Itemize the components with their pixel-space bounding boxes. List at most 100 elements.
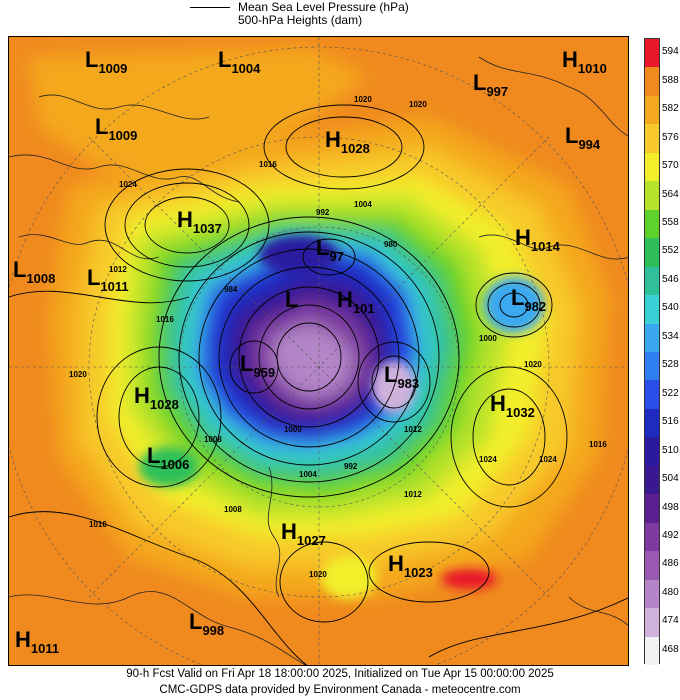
center-type: H: [325, 127, 341, 152]
colorbar-tick-label: 516: [662, 416, 679, 428]
pressure-center: L1011: [87, 265, 129, 294]
colorbar-tick-label: 546: [662, 273, 679, 285]
center-value: 1028: [149, 397, 179, 412]
colorbar-tick-label: 552: [662, 245, 679, 257]
colorbar-tick-label: 468: [662, 643, 679, 655]
colorbar-tick-label: 576: [662, 131, 679, 143]
pressure-center: L1009: [95, 114, 138, 143]
colorbar-segment: [645, 408, 659, 438]
center-value: 959: [253, 365, 276, 380]
center-type: L: [511, 285, 525, 310]
colorbar-tick-label: 486: [662, 558, 679, 570]
colorbar-segment: [645, 465, 659, 495]
center-value: 1011: [30, 641, 60, 656]
pressure-center: H1010: [562, 47, 607, 76]
pressure-center: H1037: [177, 207, 222, 236]
colorbar-segment: [645, 551, 659, 581]
pressure-center: H1028: [134, 383, 179, 412]
center-value: 97: [329, 249, 344, 264]
isobar-label: 1012: [404, 425, 422, 434]
center-type: L: [218, 47, 232, 72]
isobar-label: 1020: [354, 95, 372, 104]
isobar-label: 1024: [119, 180, 137, 189]
coastlines: [9, 56, 628, 665]
isobar-line-swatch: [190, 6, 230, 8]
center-value: 1006: [160, 457, 190, 472]
colorbar-tick-label: 582: [662, 103, 679, 115]
center-type: L: [85, 47, 99, 72]
colorbar-tick-label: 504: [662, 473, 679, 485]
colorbar-segment: [645, 238, 659, 268]
pressure-center: H1032: [490, 391, 535, 420]
pressure-center: H1014: [515, 225, 560, 254]
center-type: H: [490, 391, 506, 416]
center-type: H: [388, 551, 404, 576]
colorbar-segment: [645, 608, 659, 638]
center-value: 1027: [296, 533, 326, 548]
center-type: H: [134, 383, 150, 408]
center-type: H: [281, 519, 297, 544]
center-type: L: [13, 257, 27, 282]
weather-map: 1020 1016 1024 992 1004 980 1012 1016 98…: [8, 36, 629, 666]
isobar-label: 1000: [284, 425, 302, 434]
isobar-label: 992: [344, 462, 358, 471]
data-credit-text: CMC-GDPS data provided by Environment Ca…: [159, 684, 521, 696]
colorbar-segment: [645, 579, 659, 609]
isobar-label: 1016: [89, 520, 107, 529]
center-value: 983: [397, 376, 420, 391]
isobar-label: 1020: [69, 370, 87, 379]
isobar-label: 1020: [409, 100, 427, 109]
center-type: L: [95, 114, 109, 139]
center-type: L: [240, 351, 254, 376]
isobar-label: 1008: [204, 435, 222, 444]
pressure-center: H101: [337, 287, 375, 316]
colorbar-segment: [645, 437, 659, 467]
colorbar-segment: [645, 67, 659, 97]
isobar-label: 1004: [299, 470, 317, 479]
colorbar-segment: [645, 266, 659, 296]
colorbar-segment: [645, 209, 659, 239]
pressure-center: L: [285, 287, 298, 313]
legend-row-heights: 500-hPa Heights (dam): [190, 13, 362, 27]
pressure-center: L97: [316, 235, 344, 264]
pressure-center: H1023: [388, 551, 433, 580]
colorbar-tick-label: 594: [662, 46, 679, 58]
colorbar-tick-label: 558: [662, 216, 679, 228]
colorbar-tick-label: 534: [662, 330, 679, 342]
isobar-label: 1016: [156, 315, 174, 324]
isobar-label: 984: [224, 285, 238, 294]
legend-heights-label: 500-hPa Heights (dam): [238, 12, 363, 27]
center-value: 1009: [108, 128, 138, 143]
pressure-center: H1027: [281, 519, 326, 548]
colorbar-tick-label: 510: [662, 444, 679, 456]
colorbar-tick-label: 564: [662, 188, 679, 200]
colorbar-segment: [645, 323, 659, 353]
center-value: 1014: [530, 239, 560, 254]
center-value: 1028: [340, 141, 370, 156]
colorbar-tick-label: 474: [662, 615, 679, 627]
pressure-center: L959: [240, 351, 276, 380]
pressure-center: L982: [511, 285, 546, 314]
colorbar-tick-label: 498: [662, 501, 679, 513]
pressure-center: H1011: [15, 627, 60, 656]
colorbar-segment: [645, 295, 659, 325]
height-colorbar: [644, 38, 660, 666]
pressure-center: L994: [565, 123, 600, 152]
center-type: L: [189, 609, 203, 634]
isobar-label: 1004: [354, 200, 372, 209]
center-type: L: [565, 123, 579, 148]
isobar-label: 1016: [589, 440, 607, 449]
pressure-center: L1004: [218, 47, 261, 76]
center-value: 1032: [505, 405, 535, 420]
colorbar-segment: [645, 124, 659, 154]
map-canvas: 1020 1016 1024 992 1004 980 1012 1016 98…: [9, 37, 628, 665]
isobar-label: 1012: [109, 265, 127, 274]
colorbar-tick-label: 522: [662, 387, 679, 399]
center-type: L: [473, 70, 487, 95]
isobar-label: 1000: [479, 334, 497, 343]
center-value: 1004: [231, 61, 261, 76]
colorbar-segment: [645, 39, 659, 68]
center-value: 1023: [403, 565, 433, 580]
colorbar-tick-label: 528: [662, 359, 679, 371]
isobars: [9, 104, 628, 665]
